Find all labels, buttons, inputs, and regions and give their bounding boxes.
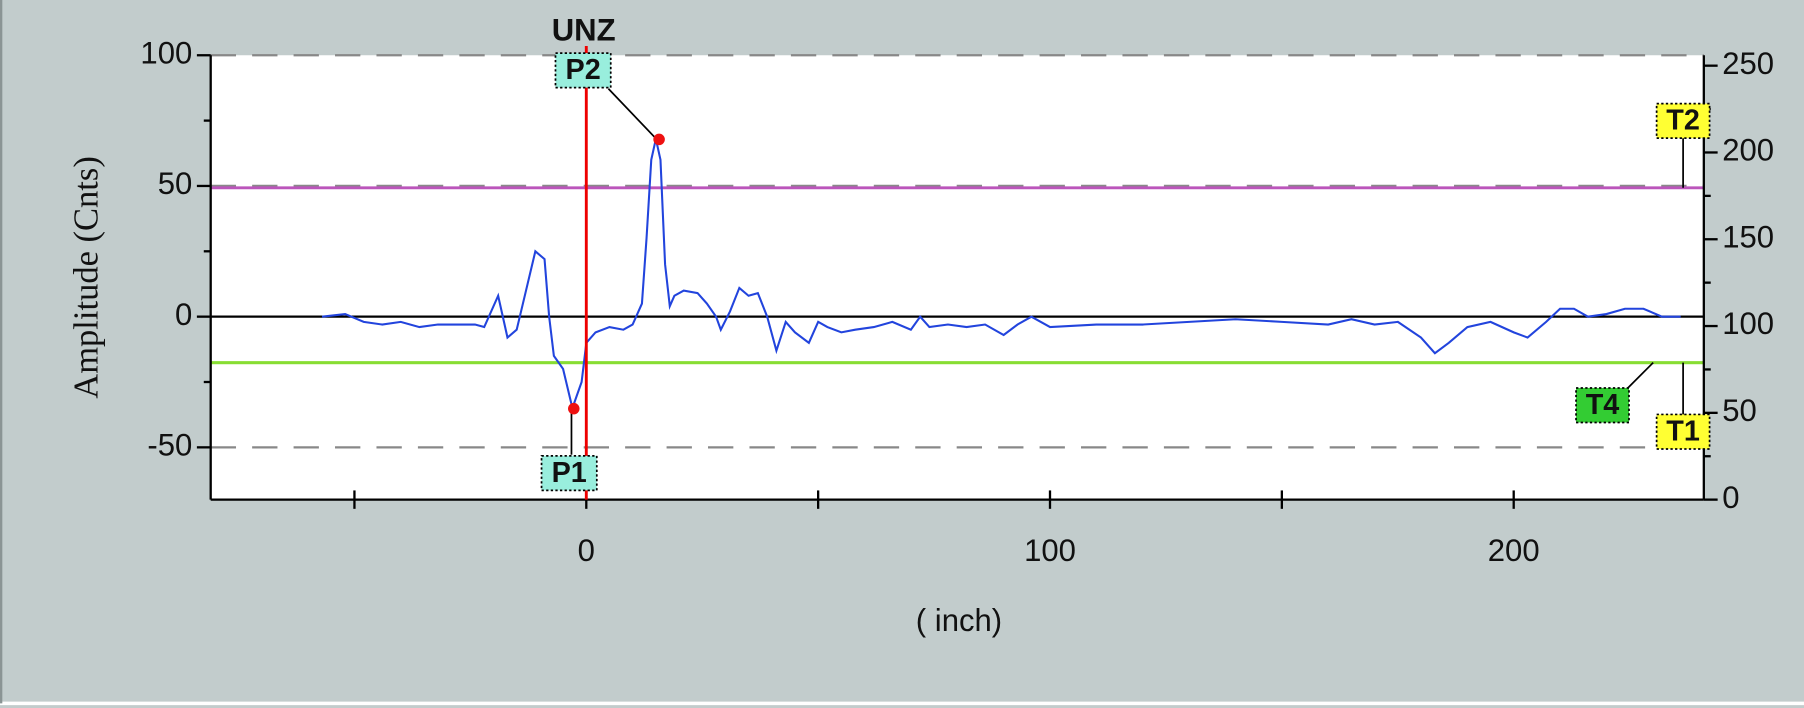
tag-box xyxy=(554,52,612,89)
y-tick-label: -50 xyxy=(147,428,192,463)
y2-tick-label: 0 xyxy=(1722,480,1739,515)
y-axis-label: Amplitude (Cnts) xyxy=(68,156,106,399)
chart-title: UNZ xyxy=(552,12,616,47)
tag-box xyxy=(1655,413,1711,450)
tag-box xyxy=(1575,387,1630,424)
tag-label: T2 xyxy=(1666,105,1700,137)
x-tick-label: 200 xyxy=(1488,533,1540,568)
marker-point xyxy=(653,133,665,146)
signal-line xyxy=(321,138,1681,412)
y2-tick-label: 100 xyxy=(1722,306,1774,341)
y2-tick-label: 150 xyxy=(1722,219,1774,254)
tag-label: P2 xyxy=(566,54,601,86)
threshold-leader xyxy=(1627,362,1654,389)
x-tick-label: 100 xyxy=(1024,533,1076,568)
y-tick-label: 0 xyxy=(175,297,192,332)
y2-tick-label: 50 xyxy=(1722,393,1757,428)
y-tick-label: 100 xyxy=(140,35,192,70)
tag-box xyxy=(540,455,598,492)
marker-point xyxy=(568,402,580,415)
y-tick-label: 50 xyxy=(158,166,193,201)
plot-area xyxy=(210,55,1704,500)
y2-tick-label: 250 xyxy=(1722,46,1774,81)
tag-label: T4 xyxy=(1586,389,1620,421)
tag-label: T1 xyxy=(1666,415,1700,447)
y2-tick-label: 200 xyxy=(1722,133,1774,168)
x-tick-label: 0 xyxy=(578,533,595,568)
marker-leader xyxy=(607,88,658,141)
tag-box xyxy=(1655,102,1711,140)
x-axis-label: ( inch) xyxy=(916,603,1002,638)
tag-label: P1 xyxy=(552,457,587,489)
